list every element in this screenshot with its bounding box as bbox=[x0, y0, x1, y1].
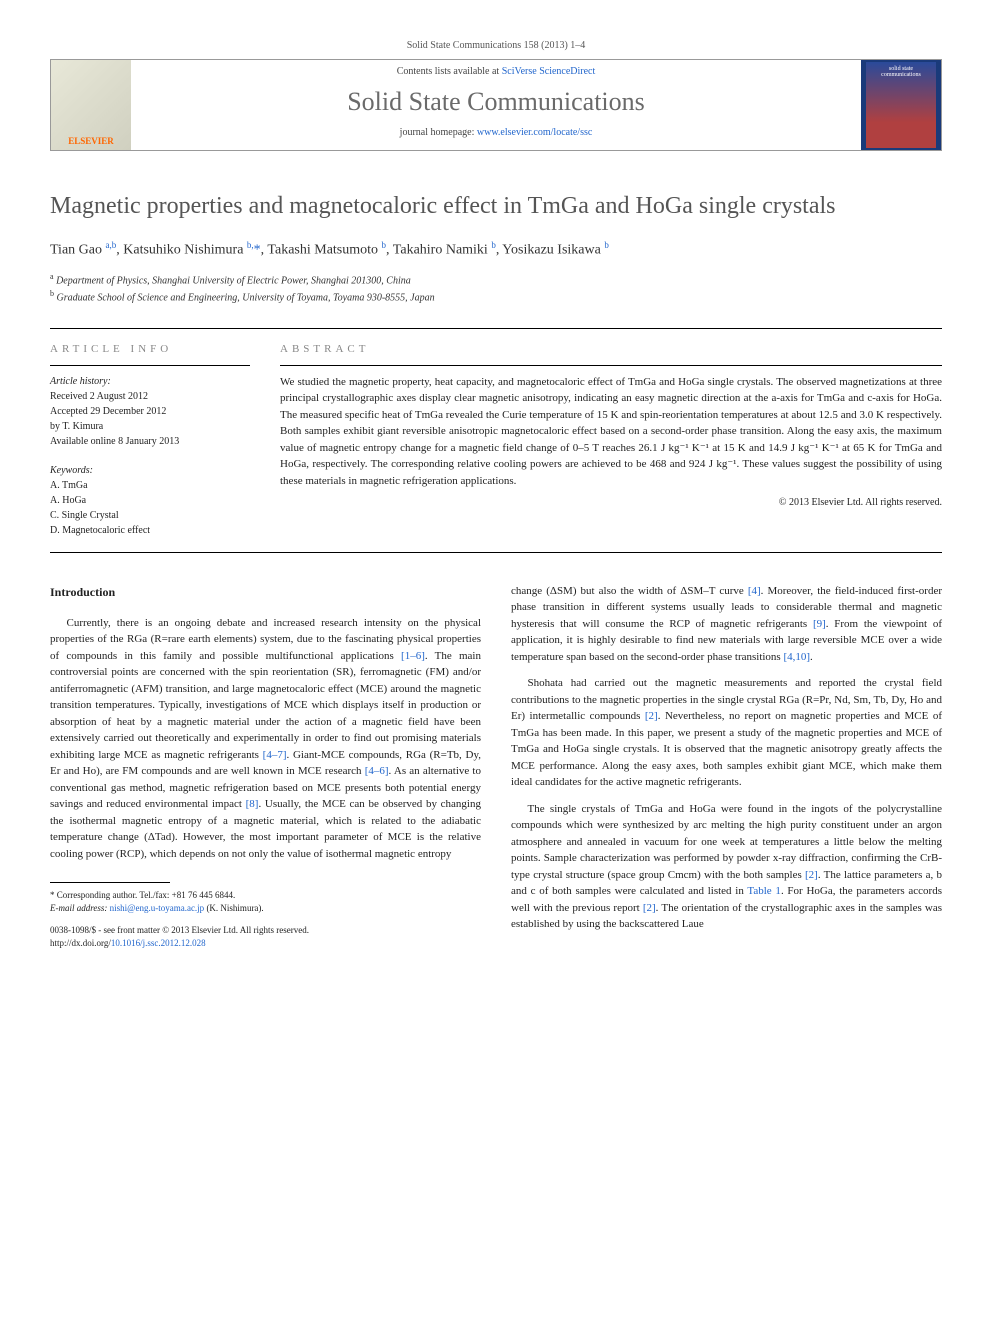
keywords-label: Keywords: bbox=[50, 463, 250, 478]
abstract-copyright: © 2013 Elsevier Ltd. All rights reserved… bbox=[280, 497, 942, 508]
corresponding-line: * Corresponding author. Tel./fax: +81 76… bbox=[50, 889, 481, 902]
email-name: (K. Nishimura). bbox=[204, 903, 264, 913]
corresponding-footnote: * Corresponding author. Tel./fax: +81 76… bbox=[50, 889, 481, 914]
contents-line: Contents lists available at SciVerse Sci… bbox=[131, 66, 861, 77]
email-label: E-mail address: bbox=[50, 903, 110, 913]
keyword-item: C. Single Crystal bbox=[50, 508, 250, 523]
affiliation-a: a Department of Physics, Shanghai Univer… bbox=[50, 271, 942, 288]
accepted-date: Accepted 29 December 2012 bbox=[50, 404, 250, 419]
homepage-line: journal homepage: www.elsevier.com/locat… bbox=[131, 127, 861, 138]
keyword-item: A. HoGa bbox=[50, 493, 250, 508]
email-link[interactable]: nishi@eng.u-toyama.ac.jp bbox=[110, 903, 205, 913]
doi-link[interactable]: 10.1016/j.ssc.2012.12.028 bbox=[111, 938, 206, 948]
abstract-text: We studied the magnetic property, heat c… bbox=[280, 374, 942, 490]
divider-top bbox=[50, 328, 942, 329]
article-history: Article history: Received 2 August 2012 … bbox=[50, 374, 250, 449]
keyword-item: D. Magnetocaloric effect bbox=[50, 523, 250, 538]
received-date: Received 2 August 2012 bbox=[50, 389, 250, 404]
homepage-link[interactable]: www.elsevier.com/locate/ssc bbox=[477, 127, 592, 138]
introduction-heading: Introduction bbox=[50, 583, 481, 601]
info-divider bbox=[50, 365, 250, 366]
article-info-column: ARTICLE INFO Article history: Received 2… bbox=[50, 343, 250, 538]
affiliations: a Department of Physics, Shanghai Univer… bbox=[50, 271, 942, 306]
doi-block: 0038-1098/$ - see front matter © 2013 El… bbox=[50, 924, 481, 949]
doi-line: http://dx.doi.org/10.1016/j.ssc.2012.12.… bbox=[50, 937, 481, 950]
banner-right: solid state communications bbox=[861, 60, 941, 150]
online-date: Available online 8 January 2013 bbox=[50, 434, 250, 449]
journal-banner: ELSEVIER Contents lists available at Sci… bbox=[50, 59, 942, 151]
keyword-item: A. TmGa bbox=[50, 478, 250, 493]
article-title: Magnetic properties and magnetocaloric e… bbox=[50, 191, 942, 222]
journal-name: Solid State Communications bbox=[131, 87, 861, 117]
running-header: Solid State Communications 158 (2013) 1–… bbox=[50, 40, 942, 51]
abstract-column: ABSTRACT We studied the magnetic propert… bbox=[280, 343, 942, 538]
journal-cover-thumb: solid state communications bbox=[866, 62, 936, 148]
footnote-divider bbox=[50, 882, 170, 883]
keywords-block: Keywords: A. TmGa A. HoGa C. Single Crys… bbox=[50, 463, 250, 538]
contents-prefix: Contents lists available at bbox=[397, 66, 502, 77]
abstract-divider bbox=[280, 365, 942, 366]
abstract-label: ABSTRACT bbox=[280, 343, 942, 355]
intro-paragraph: Shohata had carried out the magnetic mea… bbox=[511, 675, 942, 791]
email-line: E-mail address: nishi@eng.u-toyama.ac.jp… bbox=[50, 902, 481, 915]
body-columns: Introduction Currently, there is an ongo… bbox=[50, 583, 942, 950]
banner-middle: Contents lists available at SciVerse Sci… bbox=[131, 60, 861, 150]
sciencedirect-link[interactable]: SciVerse ScienceDirect bbox=[502, 66, 596, 77]
divider-bottom bbox=[50, 552, 942, 553]
body-column-left: Introduction Currently, there is an ongo… bbox=[50, 583, 481, 950]
article-info-label: ARTICLE INFO bbox=[50, 343, 250, 355]
authors-line: Tian Gao a,b, Katsuhiko Nishimura b,*, T… bbox=[50, 240, 942, 259]
homepage-prefix: journal homepage: bbox=[400, 127, 477, 138]
body-column-right: change (ΔSM) but also the width of ΔSM–T… bbox=[511, 583, 942, 950]
info-abstract-row: ARTICLE INFO Article history: Received 2… bbox=[50, 343, 942, 538]
editor-line: by T. Kimura bbox=[50, 419, 250, 434]
elsevier-logo: ELSEVIER bbox=[51, 60, 131, 150]
intro-paragraph: The single crystals of TmGa and HoGa wer… bbox=[511, 801, 942, 933]
intro-paragraph: change (ΔSM) but also the width of ΔSM–T… bbox=[511, 583, 942, 666]
banner-left: ELSEVIER bbox=[51, 60, 131, 150]
history-label: Article history: bbox=[50, 374, 250, 389]
intro-paragraph: Currently, there is an ongoing debate an… bbox=[50, 615, 481, 863]
copyright-front-matter: 0038-1098/$ - see front matter © 2013 El… bbox=[50, 924, 481, 937]
affiliation-b: b Graduate School of Science and Enginee… bbox=[50, 288, 942, 305]
